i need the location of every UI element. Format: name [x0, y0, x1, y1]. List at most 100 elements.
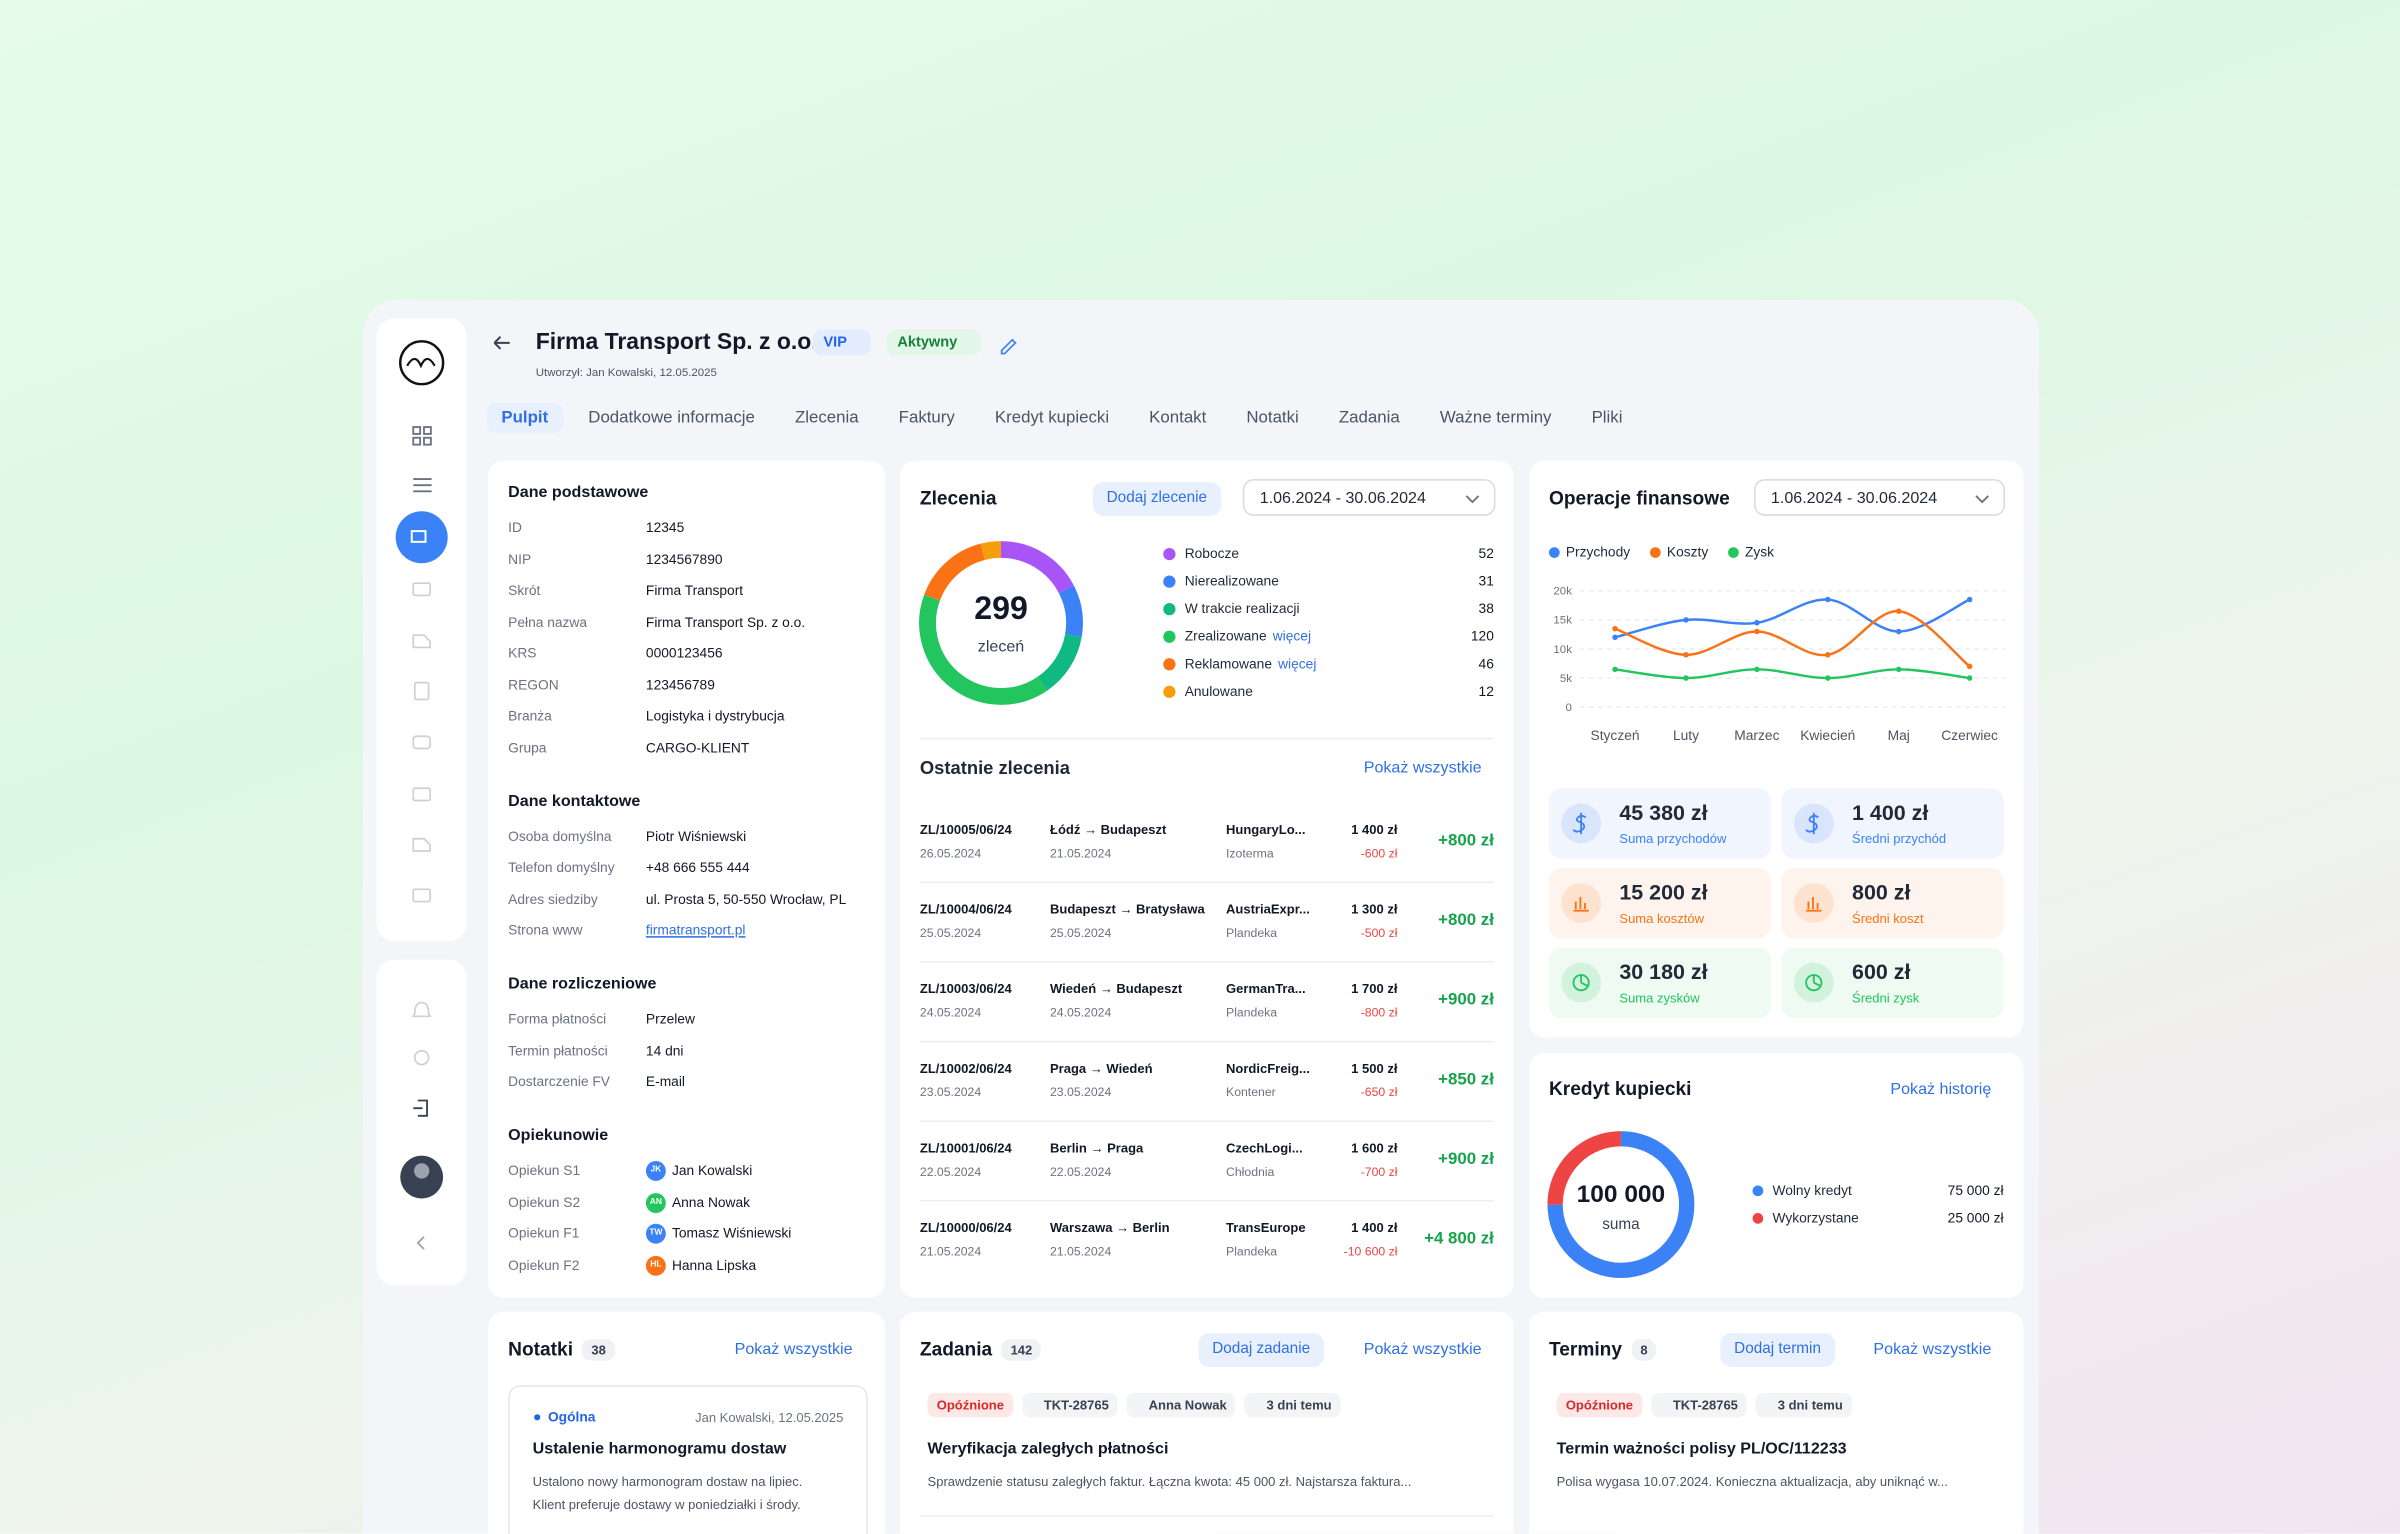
- legend-link[interactable]: więcej: [1272, 628, 1312, 644]
- note-item[interactable]: Ogólna Jan Kowalski, 12.05.2025 Ustalenie …: [508, 1385, 868, 1534]
- field-value: Hanna Lipska: [671, 1256, 757, 1273]
- price: 1 300 zł: [1351, 901, 1398, 917]
- sidebar: [376, 318, 467, 942]
- series-point: [1754, 666, 1760, 673]
- nav-logout[interactable]: [413, 1099, 428, 1117]
- carrier: NordicFreig...: [1226, 1060, 1310, 1076]
- series-point: [1612, 666, 1618, 673]
- order-date: 25.05.2024: [919, 926, 982, 941]
- logo-mark: [406, 357, 436, 369]
- collapse[interactable]: [416, 1236, 425, 1250]
- stat-label: Średni koszt: [1852, 910, 1924, 926]
- show-all-link[interactable]: Pokaż wszystkie: [1873, 1340, 1992, 1359]
- nav-hand[interactable]: [412, 634, 431, 649]
- note-title: Ustalenie harmonogramu dostaw: [532, 1439, 787, 1459]
- donut-segment: [1058, 585, 1083, 638]
- nav-folder[interactable]: [412, 582, 431, 597]
- history-link[interactable]: Pokaż historię: [1890, 1080, 1992, 1099]
- nav-wallet[interactable]: [412, 735, 431, 750]
- note-text: Klient preferuje dostawy w poniedziałki …: [532, 1496, 801, 1513]
- section-title: Dane kontaktowe: [508, 791, 641, 811]
- date-range-select[interactable]: 1.06.2024 - 30.06.2024: [1242, 479, 1496, 516]
- x-tick-label: Maj: [1887, 727, 1910, 744]
- status-badge[interactable]: Aktywny: [886, 329, 982, 357]
- field-value: ul. Prosta 5, 50-550 Wrocław, PL: [645, 890, 847, 907]
- tab[interactable]: Kontakt: [1149, 408, 1207, 428]
- donut-total: 299: [974, 591, 1028, 627]
- legend-link[interactable]: więcej: [1278, 656, 1317, 672]
- profit: +4 800 zł: [1424, 1229, 1494, 1249]
- field-value: 123456789: [645, 676, 715, 692]
- field-value: CARGO-KLIENT: [645, 739, 750, 755]
- order-date: 26.05.2024: [919, 846, 982, 861]
- tab[interactable]: Kredyt kupiecki: [994, 408, 1110, 428]
- tab[interactable]: Dodatkowe informacje: [588, 408, 755, 428]
- field-label: Branża: [508, 708, 552, 724]
- field-label: Termin płatności: [508, 1042, 608, 1058]
- finance-card: Operacje finansowe 1.06.2024 - 30.06.2024…: [1529, 460, 2024, 1038]
- nav-dashboard[interactable]: [412, 426, 432, 446]
- field-link[interactable]: firmatransport.pl: [645, 922, 746, 938]
- field-value: Tomasz Wiśniewski: [671, 1225, 792, 1241]
- sidebar-bottom: [376, 959, 467, 1286]
- legend-label: Nierealizowane: [1184, 573, 1279, 589]
- nav-hand2[interactable]: [412, 837, 431, 852]
- legend-label: W trakcie realizacji: [1184, 600, 1300, 617]
- status-chip: Opóźnione: [1556, 1392, 1643, 1418]
- profit: +900 zł: [1438, 1150, 1494, 1169]
- stat-tile: 600 zł Średni zysk: [1781, 947, 2004, 1018]
- route-date: 24.05.2024: [1049, 1005, 1112, 1020]
- y-tick-label: 5k: [1559, 671, 1572, 685]
- add-button[interactable]: Dodaj zlecenie: [1092, 482, 1221, 516]
- tab[interactable]: Ważne terminy: [1439, 408, 1552, 428]
- order-route: Praga → Wiedeń: [1049, 1060, 1153, 1076]
- show-all-link[interactable]: Pokaż wszystkie: [734, 1340, 853, 1359]
- avatar-initials: TW: [645, 1223, 666, 1244]
- legend-dot: [1163, 685, 1176, 698]
- icon-dollar: [1805, 812, 1819, 835]
- nav-box[interactable]: [412, 787, 431, 802]
- nav-bell[interactable]: [411, 1001, 432, 1018]
- status-badge[interactable]: VIP: [812, 329, 872, 357]
- nav-folder2[interactable]: [412, 888, 431, 903]
- row-divider: [919, 881, 1494, 884]
- nav-doc[interactable]: [413, 681, 430, 701]
- nav-list[interactable]: [413, 478, 432, 493]
- show-all-link[interactable]: Pokaż wszystkie: [1363, 758, 1482, 778]
- tab[interactable]: Zlecenia: [794, 408, 859, 428]
- legend-dot: [1548, 547, 1560, 558]
- tab[interactable]: Pliki: [1591, 408, 1623, 428]
- count-badge: 8: [1631, 1339, 1657, 1361]
- route-date: 23.05.2024: [1049, 1085, 1112, 1100]
- field-label: Opiekun F1: [508, 1225, 580, 1241]
- series-line: [1614, 668, 1970, 680]
- nav-settings[interactable]: [413, 1049, 430, 1066]
- stat-value: 800 zł: [1852, 879, 1911, 904]
- logo: [399, 340, 445, 386]
- donut-segment: [924, 543, 986, 601]
- add-button[interactable]: Dodaj zadanie: [1198, 1333, 1324, 1367]
- tab[interactable]: Notatki: [1246, 408, 1299, 428]
- field-label: Opiekun F2: [508, 1256, 580, 1273]
- icon-dollar: [1572, 812, 1587, 835]
- order-id: ZL/10005/06/24: [919, 821, 1012, 838]
- tab[interactable]: Faktury: [898, 408, 955, 428]
- profit: +800 zł: [1438, 831, 1494, 851]
- card-title: Kredyt kupiecki: [1548, 1078, 1692, 1100]
- card-title: Notatki: [508, 1338, 574, 1360]
- add-button[interactable]: Dodaj termin: [1720, 1333, 1835, 1367]
- row-divider: [919, 1120, 1494, 1122]
- show-all-link[interactable]: Pokaż wszystkie: [1363, 1340, 1482, 1359]
- stat-icon: [1793, 962, 1834, 1003]
- tab[interactable]: Pulpit: [486, 402, 563, 434]
- tab[interactable]: Zadania: [1338, 408, 1400, 428]
- price: 1 500 zł: [1351, 1060, 1398, 1076]
- x-tick-label: Luty: [1672, 727, 1699, 744]
- cost: -10 600 zł: [1343, 1244, 1398, 1259]
- date-range-select[interactable]: 1.06.2024 - 30.06.2024: [1754, 479, 2006, 516]
- legend-dot: [1728, 547, 1739, 558]
- nav-active[interactable]: [395, 511, 448, 564]
- series-point: [1825, 596, 1831, 603]
- series-point: [1966, 596, 1973, 603]
- field-value: Przelew: [645, 1011, 695, 1027]
